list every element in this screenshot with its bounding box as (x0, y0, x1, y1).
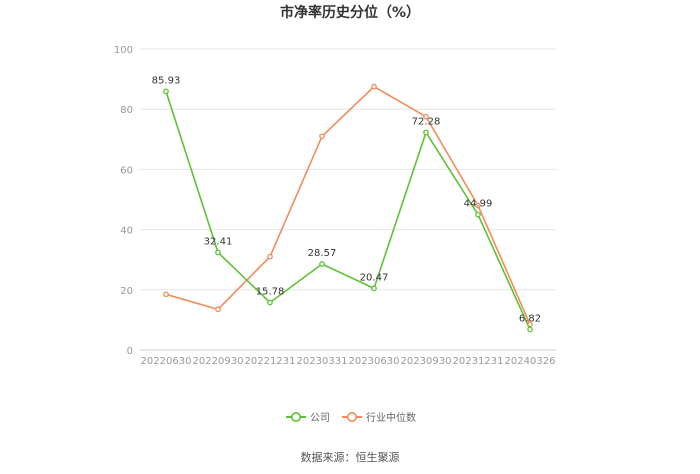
grid (140, 48, 556, 351)
data-labels: 85.93 32.41 15.78 28.57 20.47 72.28 44.99 6.82 (152, 75, 541, 324)
chart-title: 市净率历史分位（%） (280, 4, 420, 21)
series-group (163, 83, 533, 333)
data-point[interactable] (267, 299, 273, 306)
y-tick-label: 100 (114, 45, 133, 56)
data-label: 44.99 (464, 199, 493, 210)
data-point[interactable] (527, 326, 533, 333)
x-tick-label: 20240326 (505, 356, 556, 367)
data-point[interactable] (215, 306, 221, 313)
y-axis: 0 20 40 60 80 100 (114, 45, 133, 357)
data-point[interactable] (215, 249, 221, 256)
data-label: 15.78 (256, 287, 285, 298)
data-point[interactable] (423, 129, 429, 136)
source-note: 数据来源：恒生聚源 (301, 450, 400, 464)
data-label: 6.82 (519, 313, 541, 324)
data-label: 32.41 (204, 236, 233, 247)
data-point[interactable] (319, 133, 325, 140)
data-point[interactable] (371, 285, 377, 292)
x-tick-label: 20230630 (349, 356, 400, 367)
data-label: 85.93 (152, 75, 181, 86)
data-point[interactable] (163, 291, 169, 298)
data-label: 20.47 (360, 272, 389, 283)
data-point[interactable] (475, 211, 481, 218)
x-tick-label: 20221231 (245, 356, 296, 367)
x-axis: 20220630 20220930 20221231 20230331 20230630… (141, 356, 556, 367)
legend-marker (346, 411, 357, 422)
data-label: 72.28 (412, 116, 441, 127)
data-label: 28.57 (308, 248, 337, 259)
y-tick-label: 80 (120, 105, 133, 116)
legend-item[interactable]: 行业中位数 (342, 411, 416, 424)
series-line (165, 91, 531, 330)
y-tick-label: 0 (127, 346, 133, 357)
data-point[interactable] (371, 83, 377, 90)
data-point[interactable] (475, 202, 481, 209)
y-tick-label: 40 (120, 226, 133, 237)
legend-label: 行业中位数 (366, 411, 416, 424)
data-point[interactable] (163, 88, 169, 95)
data-point[interactable] (319, 261, 325, 267)
x-tick-label: 20220930 (193, 356, 244, 367)
y-tick-label: 20 (120, 286, 133, 297)
legend-marker (290, 411, 301, 422)
x-tick-label: 20230930 (401, 356, 452, 367)
data-point[interactable] (423, 113, 429, 120)
legend-item[interactable]: 公司 (286, 411, 330, 424)
x-tick-label: 20231231 (453, 356, 504, 367)
data-point[interactable] (267, 253, 273, 260)
y-tick-label: 60 (120, 165, 133, 176)
x-tick-label: 20230331 (297, 356, 348, 367)
legend[interactable]: 公司 行业中位数 (286, 411, 416, 424)
x-tick-label: 20220630 (141, 356, 192, 367)
series-line (165, 85, 531, 325)
legend-label: 公司 (310, 413, 330, 424)
